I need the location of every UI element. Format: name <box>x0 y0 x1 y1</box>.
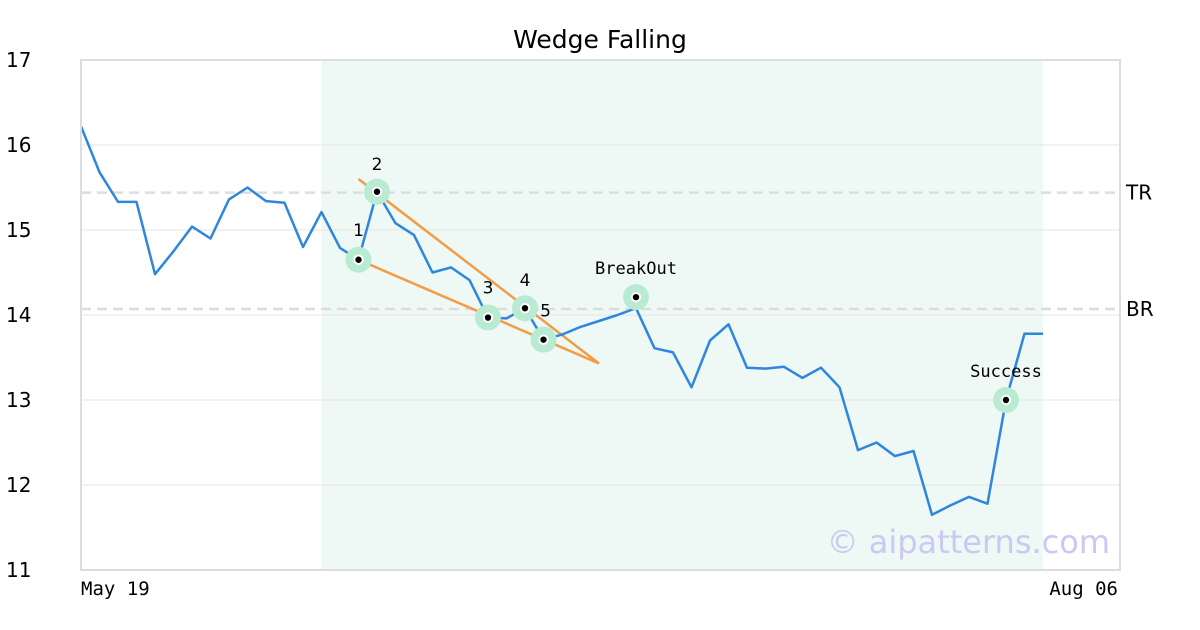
watermark: © aipatterns.com <box>827 523 1110 561</box>
level-label: BR <box>1126 297 1154 321</box>
annotation-label: Success <box>970 362 1042 382</box>
point-label: 5 <box>540 302 551 322</box>
marker-dot <box>538 334 549 345</box>
marker-dot <box>353 254 364 265</box>
y-tick-label: 15 <box>6 218 31 242</box>
chart-title: Wedge Falling <box>513 25 687 54</box>
y-tick-label: 11 <box>6 558 31 582</box>
y-tick-label: 13 <box>6 388 31 412</box>
marker-dot <box>482 312 494 323</box>
price-line <box>79 125 1043 517</box>
marker-dot <box>371 186 383 197</box>
marker-dot <box>630 291 642 303</box>
point-label: 1 <box>353 221 364 241</box>
level-label: TR <box>1125 181 1152 205</box>
y-tick-label: 14 <box>6 303 31 327</box>
point-label: 2 <box>372 155 383 175</box>
marker-dot <box>1000 394 1012 406</box>
y-tick-label: 16 <box>6 133 31 157</box>
trendline <box>357 178 600 365</box>
x-tick-label: May 19 <box>81 578 150 600</box>
plot-frame <box>80 59 1121 571</box>
x-tick-label: Aug 06 <box>1049 578 1118 600</box>
point-label: 4 <box>520 271 531 291</box>
y-tick-label: 17 <box>6 48 31 72</box>
point-label: 3 <box>483 279 494 299</box>
annotation-label: BreakOut <box>595 259 677 279</box>
y-tick-label: 12 <box>6 473 31 497</box>
marker-dot <box>519 303 531 314</box>
